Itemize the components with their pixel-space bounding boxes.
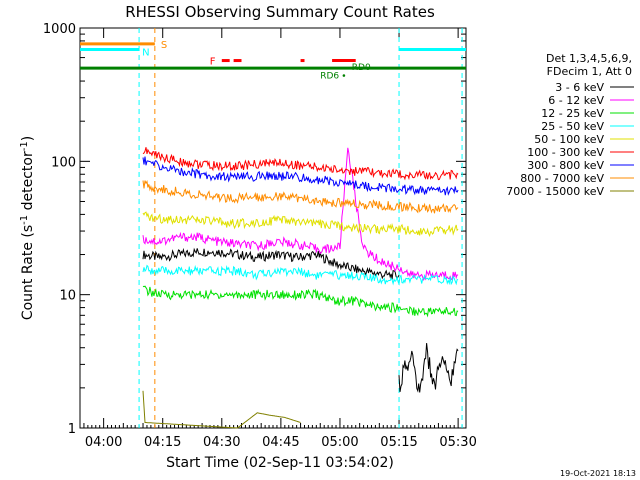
x-tick-label: 04:15 [144, 435, 181, 450]
legend-entry-label: 50 - 100 keV [534, 133, 604, 146]
y-axis: 1 10 100 1000 [43, 22, 466, 437]
y-tick-label: 100 [51, 155, 76, 170]
x-axis-label: Start Time (02-Sep-11 03:54:02) [166, 455, 394, 471]
series-line [142, 390, 301, 429]
series-line [142, 247, 400, 280]
x-tick-label: 05:00 [321, 435, 358, 450]
y-tick-label: 10 [59, 289, 76, 304]
legend-entry-label: 12 - 25 keV [541, 107, 604, 120]
legend-header: Det 1,3,4,5,6,9, [546, 52, 632, 65]
rd0-label: RD0 [352, 63, 371, 73]
x-tick-label: 04:00 [85, 435, 122, 450]
legend: Det 1,3,4,5,6,9,FDecim 1, Att 0 3 - 6 keV… [506, 52, 634, 198]
x-tick-label: 04:45 [262, 435, 299, 450]
series-line [142, 180, 459, 214]
series-line [142, 156, 459, 196]
series-line [142, 264, 459, 286]
y-tick-label: 1 [68, 422, 76, 437]
x-tick-label: 04:30 [203, 435, 240, 450]
flag-f-label: F [210, 57, 216, 68]
flag-n-label: N [142, 47, 149, 58]
legend-entry-label: 25 - 50 keV [541, 120, 604, 133]
series-line [142, 147, 459, 282]
legend-entry-label: 6 - 12 keV [548, 94, 604, 107]
chart-title: RHESSI Observing Summary Count Rates [125, 3, 435, 21]
y-axis-label: Count Rate (s-1 detector-1) [19, 136, 36, 320]
series-lines [142, 147, 459, 429]
flag-bars: S N F RD0 RD6 [80, 40, 466, 82]
footer-stamp: 19-Oct-2021 18:13 [560, 469, 636, 478]
series-line [142, 211, 459, 238]
legend-entry-label: 7000 - 15000 keV [506, 185, 604, 198]
flag-s-label: S [161, 40, 167, 51]
x-tick-label: 05:15 [380, 435, 417, 450]
series-line [142, 147, 459, 181]
y-tick-label: 1000 [43, 22, 76, 37]
legend-entry-label: 300 - 800 keV [527, 159, 604, 172]
legend-entry-label: 100 - 300 keV [527, 146, 604, 159]
x-tick-label: 05:30 [439, 435, 476, 450]
rd6-point [342, 74, 346, 77]
rd6-label: RD6 [320, 72, 339, 82]
series-line [398, 343, 459, 393]
series-line [142, 285, 459, 318]
legend-entry-label: 800 - 7000 keV [520, 172, 604, 185]
legend-entry-label: 3 - 6 keV [555, 81, 604, 94]
legend-header: FDecim 1, Att 0 [547, 65, 632, 78]
vertical-markers [138, 28, 463, 428]
